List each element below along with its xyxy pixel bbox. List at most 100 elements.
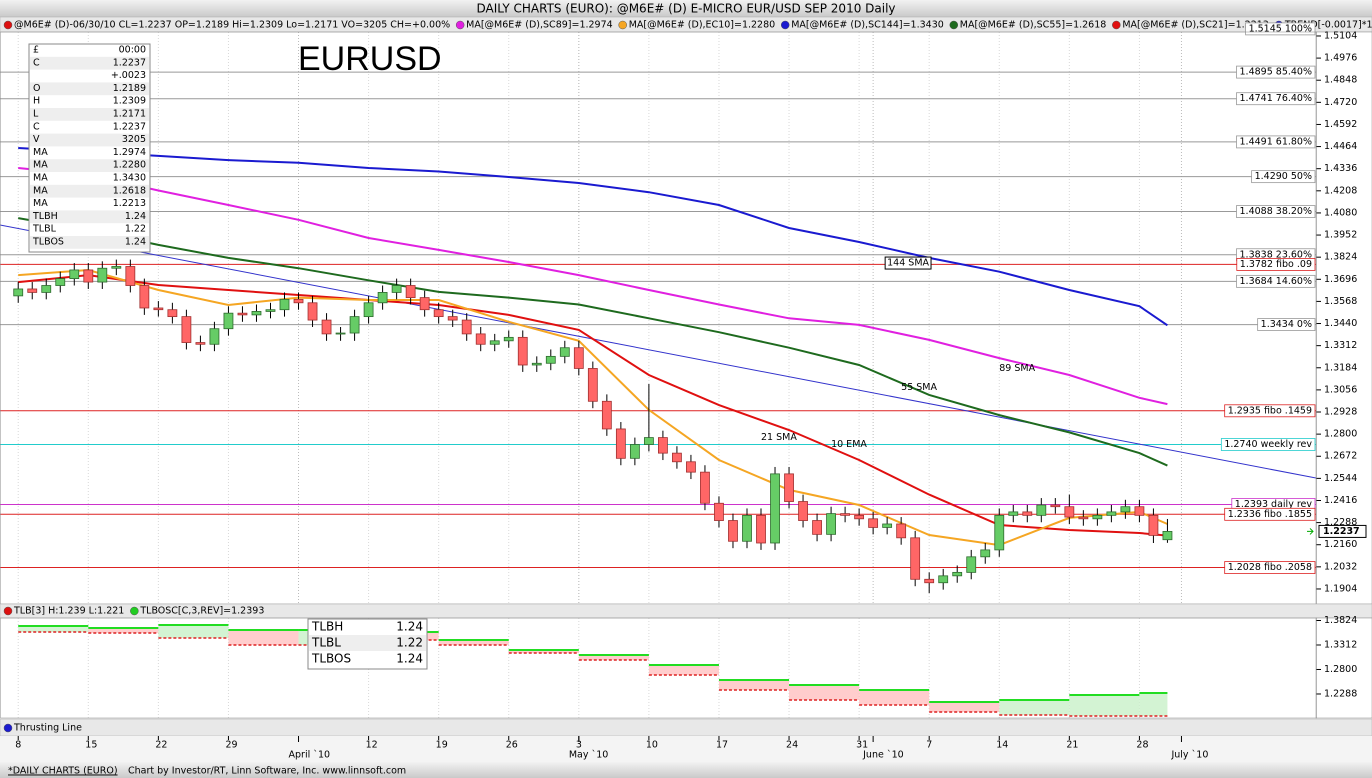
candle-body (545, 355, 556, 364)
legend-dot[interactable] (3, 20, 13, 30)
legend-dot[interactable] (1112, 20, 1121, 30)
price-axis (1315, 31, 1372, 605)
x-tick-label: 19 (436, 740, 448, 751)
legend-dot[interactable] (3, 606, 13, 616)
month-label: May `10 (569, 750, 609, 761)
tlb-block (929, 701, 1000, 712)
candle-body (489, 340, 500, 345)
candle-body (868, 518, 879, 528)
level-label-box (1224, 507, 1316, 521)
x-tick-label: 12 (366, 740, 378, 751)
data-box-value: 00:00 (119, 45, 146, 56)
x-tick-label: 22 (155, 740, 167, 751)
data-box-value: 1.2309 (113, 96, 146, 107)
y-tick-label: 1.3568 (1324, 296, 1357, 307)
footer-tab[interactable]: *DAILY CHARTS (EURO) (8, 766, 118, 777)
x-tick-label: 24 (786, 740, 798, 751)
data-box-stripe (30, 133, 149, 147)
ma-annotation: 89 SMA (999, 363, 1035, 374)
tlb-block (1069, 694, 1140, 716)
study-bar (0, 718, 1372, 737)
data-box-value: 1.24 (125, 237, 146, 248)
x-tick-label: 26 (506, 740, 518, 751)
candle-body (854, 514, 865, 520)
candle-body (433, 309, 444, 318)
x-tick-label: 3 (576, 740, 582, 751)
candle-body (405, 285, 416, 299)
data-box-stripe (30, 184, 149, 198)
moving-average-line (18, 268, 1168, 547)
legend-dot[interactable] (618, 20, 627, 30)
data-box-label: TLBOS (32, 237, 64, 248)
ma-annotation: 10 EMA (831, 439, 867, 450)
candle-body (13, 288, 24, 297)
candle-body (363, 302, 374, 318)
legend-dot[interactable] (949, 20, 959, 30)
y-tick-label: 1.4208 (1324, 185, 1357, 196)
level-label-box (1236, 274, 1316, 288)
y-tick-label: 1.4592 (1324, 119, 1357, 130)
candle-body (139, 285, 150, 309)
level-label: 1.2393 daily rev (1235, 499, 1313, 510)
candle-body (882, 523, 893, 528)
candle-body (503, 336, 514, 342)
candle-body (924, 578, 935, 584)
y-tick-label: 1.2288 (1324, 688, 1357, 699)
y-tick-label: 1.3952 (1324, 230, 1357, 241)
candle-body (700, 471, 710, 504)
data-box-stripe (30, 159, 149, 172)
title-bar (0, 0, 1372, 17)
x-tick-label: 14 (996, 740, 1008, 751)
legend-dot[interactable] (780, 20, 790, 30)
level-label-box (1224, 561, 1316, 574)
candle-body (209, 328, 220, 345)
candle-body (1008, 511, 1019, 516)
data-box-label: MA (33, 198, 48, 209)
x-tick-label: 28 (1136, 740, 1148, 751)
tlb-box-stripe (309, 635, 426, 651)
tlb-box-label: TLBOS (311, 652, 351, 666)
y-tick-label: 1.2160 (1324, 539, 1357, 550)
legend-text: MA[@M6E# (D),SC21]=1.2213 (1122, 20, 1269, 31)
footer-credit: Chart by Investor/RT, Linn Software, Inc… (128, 766, 406, 777)
candle-body (812, 520, 822, 535)
data-box-stripe (30, 210, 149, 224)
price-arrow (1307, 528, 1314, 535)
tlb-box-value: 1.22 (396, 636, 423, 650)
legend-text: MA[@M6E# (D),SC144]=1.3430 (791, 20, 944, 31)
data-box-stripe (30, 236, 149, 249)
legend-dot[interactable] (455, 20, 465, 30)
data-box-label: V (33, 134, 40, 145)
candle-body (938, 575, 949, 584)
legend-dot[interactable] (130, 606, 139, 616)
level-label-box (1236, 135, 1316, 149)
data-box-stripe (30, 56, 149, 70)
month-label: April `10 (289, 750, 331, 761)
symbol-label: EURUSD (298, 40, 442, 78)
candle-body (643, 437, 654, 445)
moving-average-line (18, 147, 1168, 327)
candle-body (265, 309, 276, 312)
legend-dot[interactable] (3, 723, 13, 733)
tlb-block (88, 628, 159, 633)
y-tick-label: 1.2800 (1324, 664, 1357, 675)
level-label: 1.3838 23.60% (1240, 249, 1312, 260)
tlb-box-value: 1.24 (396, 652, 423, 666)
y-tick-label: 1.2544 (1324, 473, 1357, 484)
candle-body (181, 316, 192, 343)
tlb-block (438, 640, 509, 645)
y-tick-label: 1.3312 (1324, 340, 1357, 351)
candle-body (391, 285, 402, 293)
candle-body (1078, 516, 1089, 520)
data-box-label: C (33, 121, 40, 132)
data-box-label: MA (33, 173, 48, 184)
candle-body (784, 473, 794, 502)
tlb-box: TLBH 1.24 TLBL 1.22 TLBOS 1.24 (307, 618, 428, 670)
level-label-box (1236, 205, 1316, 218)
candle-body (658, 437, 668, 454)
ma-annotation: 21 SMA (761, 432, 797, 443)
candle-body (966, 556, 977, 573)
candle-body (910, 537, 921, 580)
tlb-box-label: TLBL (311, 636, 341, 650)
